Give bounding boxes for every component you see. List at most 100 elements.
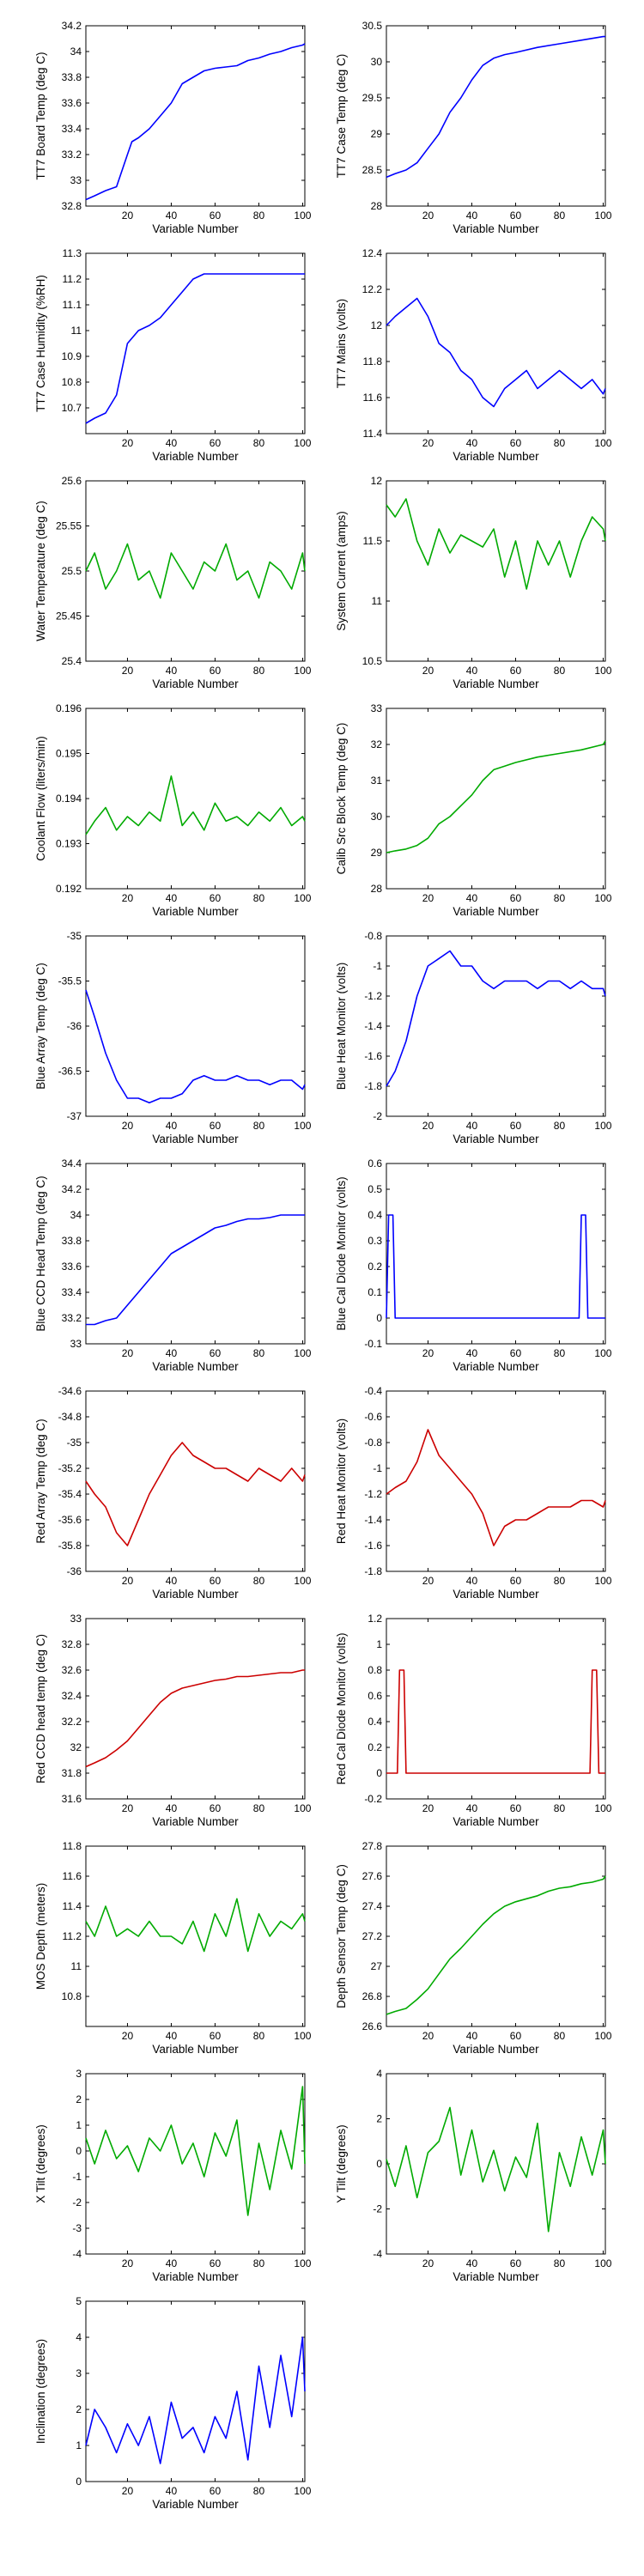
x-axis-label: Variable Number — [152, 450, 239, 463]
y-tick-label: -35.8 — [58, 1540, 82, 1552]
chart-red-cal-diode-monitor: 1.2 1 0.8 0.6 0.4 0.2 0 -0.2 20 40 60 80 100 Variable… — [335, 1613, 612, 1828]
y-tick-label: 5 — [76, 2295, 82, 2307]
x-tick-label: 100 — [294, 2485, 311, 2497]
x-tick-label: 60 — [210, 1347, 222, 1359]
y-tick-label: -35 — [67, 930, 82, 942]
y-tick-label: 33.8 — [62, 71, 82, 83]
y-tick-label: 0.2 — [368, 1741, 382, 1753]
x-axis-label: Variable Number — [453, 905, 539, 918]
y-tick-label: -1 — [373, 1462, 382, 1474]
y-tick-label: 0.192 — [56, 883, 82, 895]
x-tick-label: 20 — [122, 210, 134, 222]
x-tick-label: 20 — [122, 1120, 134, 1132]
x-tick-label: 60 — [510, 1347, 522, 1359]
series-line — [386, 740, 606, 854]
y-tick-label: -1.4 — [364, 1020, 382, 1032]
plot-area — [85, 480, 306, 662]
chart-blue-ccd-head-temp: 34.4 34.2 34 33.8 33.6 33.4 33.2 33 20 40 60 80 100 V… — [34, 1157, 312, 1373]
y-axis-label: Calib Src Block Temp (deg C) — [335, 723, 348, 875]
y-tick-label: 32.4 — [62, 1690, 82, 1702]
x-tick-label: 100 — [594, 1347, 611, 1359]
plot-area — [85, 935, 306, 1117]
x-tick-label: 80 — [554, 2257, 566, 2269]
x-tick-label: 100 — [294, 2030, 311, 2042]
y-tick-label: -1 — [72, 2171, 82, 2183]
series-line — [85, 1442, 306, 1546]
plot-area — [386, 935, 606, 1117]
x-tick-label: 100 — [294, 1802, 311, 1814]
x-tick-label: 20 — [122, 2257, 134, 2269]
x-axis-label: Variable Number — [453, 2270, 539, 2283]
y-tick-label: 10.8 — [62, 1990, 82, 2002]
plot-area — [386, 1390, 606, 1572]
x-tick-label: 80 — [253, 210, 265, 222]
y-tick-label: 11.8 — [363, 355, 383, 368]
x-tick-label: 80 — [253, 665, 265, 677]
chart-system-current: 12 11.5 11 10.5 20 40 60 80 100 Variable Number Sy… — [335, 475, 612, 690]
x-tick-label: 100 — [594, 210, 611, 222]
y-tick-label: 2 — [76, 2093, 82, 2105]
series-line — [386, 1214, 605, 1319]
plot-area — [386, 2073, 606, 2255]
x-tick-label: 60 — [510, 2030, 522, 2042]
x-tick-label: 20 — [422, 1575, 434, 1587]
y-tick-label: 34.4 — [62, 1157, 82, 1170]
series-line — [85, 989, 306, 1104]
x-tick-label: 40 — [466, 892, 478, 904]
chart-water-temperature: 25.6 25.55 25.5 25.45 25.4 20 40 60 80 100 Variabl… — [34, 475, 312, 690]
x-tick-label: 20 — [122, 437, 134, 449]
y-tick-label: 33.4 — [62, 1286, 82, 1298]
y-tick-label: 27 — [371, 1960, 383, 1972]
x-tick-label: 60 — [210, 1120, 222, 1132]
y-tick-label: 4 — [76, 2331, 82, 2343]
y-tick-label: 32 — [70, 1741, 82, 1753]
y-tick-label: 11.5 — [363, 535, 383, 547]
y-tick-label: 12.4 — [362, 247, 383, 259]
x-tick-label: 40 — [466, 1802, 478, 1814]
y-tick-label: 10.7 — [62, 402, 82, 414]
y-axis-label: TT7 Mains (volts) — [335, 299, 348, 388]
y-tick-label: -4 — [72, 2248, 82, 2260]
x-axis-label: Variable Number — [152, 677, 239, 690]
x-tick-label: 60 — [510, 1575, 522, 1587]
x-tick-label: 40 — [466, 1347, 478, 1359]
x-tick-label: 60 — [210, 892, 222, 904]
x-tick-label: 20 — [122, 1802, 134, 1814]
chart-blue-heat-monitor: -0.8 -1 -1.2 -1.4 -1.6 -1.8 -2 20 40 60 80 100 Varia… — [335, 930, 612, 1145]
y-tick-label: 11.6 — [63, 1870, 82, 1882]
plot-area — [85, 1390, 306, 1572]
x-axis-label: Variable Number — [152, 1815, 239, 1828]
series-line — [85, 2336, 306, 2464]
y-axis-label: Red Cal Diode Monitor (volts) — [335, 1632, 348, 1784]
x-tick-label: 80 — [253, 1575, 265, 1587]
y-tick-label: 34 — [70, 46, 82, 58]
y-tick-label: 0.194 — [56, 793, 82, 805]
x-axis-label: Variable Number — [453, 1588, 539, 1601]
chart-inclination: 5 4 3 2 1 0 20 40 60 80 100 Variable Number Inclinat… — [34, 2295, 312, 2511]
y-axis-label: Red Array Temp (deg C) — [34, 1419, 47, 1543]
plot-area — [386, 1163, 606, 1345]
y-tick-label: 33 — [70, 1613, 82, 1625]
x-axis-label: Variable Number — [453, 677, 539, 690]
x-tick-label: 20 — [122, 1347, 134, 1359]
x-tick-label: 80 — [554, 437, 566, 449]
x-tick-label: 100 — [294, 892, 311, 904]
y-tick-label: 31.8 — [62, 1767, 82, 1779]
y-tick-label: 33.2 — [62, 1312, 82, 1324]
y-tick-label: -3 — [72, 2222, 82, 2234]
chart-tt7-case-temp: 30.5 30 29.5 29 28.5 28 20 40 60 80 100 Variable Nu… — [335, 20, 612, 235]
y-tick-label: 33.2 — [62, 149, 82, 161]
x-tick-label: 60 — [210, 1802, 222, 1814]
y-tick-label: -4 — [373, 2248, 382, 2260]
x-tick-label: 40 — [166, 892, 178, 904]
y-tick-label: 0 — [376, 1312, 382, 1324]
x-tick-label: 20 — [422, 210, 434, 222]
plot-area — [85, 2073, 306, 2255]
y-tick-label: 11 — [372, 595, 383, 607]
y-tick-label: 11 — [71, 325, 82, 337]
series-line — [85, 2086, 306, 2216]
series-line — [386, 35, 605, 179]
x-axis-label: Variable Number — [152, 1133, 239, 1145]
y-axis-label: System Current (amps) — [335, 511, 348, 631]
y-tick-label: -2 — [72, 2196, 82, 2208]
